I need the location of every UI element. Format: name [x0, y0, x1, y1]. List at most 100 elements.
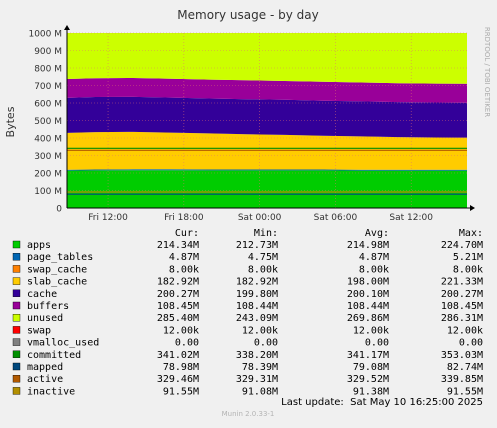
legend-series-name: vmalloc_used	[27, 338, 99, 349]
legend-max-value: 5.21M	[453, 252, 483, 263]
legend-cur-value: 200.27M	[157, 289, 199, 300]
x-tick-label: Sat 12:00	[389, 213, 433, 223]
legend-min-value: 199.80M	[236, 289, 278, 300]
legend-series-name: committed	[27, 350, 81, 361]
legend-max-value: 12.00k	[447, 325, 483, 336]
legend-swatch	[13, 290, 20, 297]
legend-swatch	[13, 375, 20, 382]
legend-max-value: 108.45M	[441, 301, 483, 312]
y-tick-label: 700 M	[34, 82, 62, 92]
legend-row: cache 200.27M 199.80M 200.10M 200.27M	[13, 289, 483, 300]
legend-swatch	[13, 351, 20, 358]
legend-avg-value: 269.86M	[347, 313, 389, 324]
legend-min-value: 91.08M	[242, 386, 278, 397]
legend-avg-value: 0.00	[365, 338, 389, 349]
legend-row: swap_cache 8.00k 8.00k 8.00k 8.00k	[13, 264, 483, 275]
x-tick-label: Sat 00:00	[238, 213, 282, 223]
legend-avg-value: 91.38M	[353, 386, 389, 397]
legend-series-name: swap_cache	[27, 264, 87, 275]
legend-cur-value: 0.00	[175, 338, 199, 349]
y-axis-arrow	[64, 25, 70, 30]
y-tick-label: 100 M	[34, 187, 62, 197]
legend-swatch	[13, 253, 20, 260]
legend-series-name: page_tables	[27, 252, 93, 263]
rrdtool-watermark: RRDTOOL / TOBI OETIKER	[483, 27, 491, 117]
area-unused	[67, 33, 467, 84]
legend-cur-value: 8.00k	[169, 264, 199, 275]
legend-avg-value: 12.00k	[353, 325, 389, 336]
legend-max-value: 8.00k	[453, 264, 483, 275]
legend-column-header: Max:	[459, 228, 483, 239]
legend-avg-value: 341.17M	[347, 350, 389, 361]
legend-swatch	[13, 278, 20, 285]
last-update: Last update: Sat May 10 16:25:00 2025	[281, 397, 483, 408]
legend-series-name: unused	[27, 313, 63, 324]
legend-series-name: apps	[27, 240, 51, 251]
legend-swatch	[13, 314, 20, 321]
legend-series-name: inactive	[27, 386, 75, 397]
y-tick-label: 800 M	[34, 65, 62, 75]
legend-max-value: 200.27M	[441, 289, 483, 300]
legend-avg-value: 198.00M	[347, 277, 389, 288]
y-tick-label: 900 M	[34, 47, 62, 57]
legend-column-header: Cur:	[175, 228, 199, 239]
legend-avg-value: 329.52M	[347, 374, 389, 385]
y-tick-label: 400 M	[34, 135, 62, 145]
x-axis-arrow	[470, 205, 475, 211]
legend-series-name: slab_cache	[27, 277, 87, 288]
legend-swatch	[13, 302, 20, 309]
legend-min-value: 12.00k	[242, 325, 278, 336]
x-tick-label: Sat 06:00	[314, 213, 358, 223]
legend-series-name: active	[27, 374, 63, 385]
legend-swatch	[13, 326, 20, 333]
legend-min-value: 4.75M	[248, 252, 278, 263]
legend-swatch	[13, 387, 20, 394]
legend-min-value: 108.44M	[236, 301, 278, 312]
legend-series-name: buffers	[27, 301, 69, 312]
legend-avg-value: 214.98M	[347, 240, 389, 251]
legend-max-value: 91.55M	[447, 386, 483, 397]
y-tick-label: 0	[56, 205, 62, 215]
legend-max-value: 224.70M	[441, 240, 483, 251]
munin-version: Munin 2.0.33-1	[222, 410, 275, 418]
legend-max-value: 353.03M	[441, 350, 483, 361]
legend-cur-value: 12.00k	[163, 325, 199, 336]
legend-avg-value: 8.00k	[359, 264, 389, 275]
legend-series-name: mapped	[27, 362, 63, 373]
legend-column-header: Min:	[254, 228, 278, 239]
legend-min-value: 338.20M	[236, 350, 278, 361]
y-tick-label: 600 M	[34, 100, 62, 110]
legend-max-value: 286.31M	[441, 313, 483, 324]
y-tick-label: 200 M	[34, 170, 62, 180]
legend-avg-value: 200.10M	[347, 289, 389, 300]
legend-cur-value: 78.98M	[163, 362, 199, 373]
legend-swatch	[13, 363, 20, 370]
legend-max-value: 0.00	[459, 338, 483, 349]
y-tick-label: 1000 M	[28, 30, 62, 40]
area-apps	[67, 170, 467, 208]
legend-min-value: 243.09M	[236, 313, 278, 324]
y-axis-label: Bytes	[4, 106, 17, 137]
legend-min-value: 212.73M	[236, 240, 278, 251]
x-tick-label: Fri 18:00	[164, 213, 204, 223]
legend-series-name: cache	[27, 289, 57, 300]
legend-min-value: 329.31M	[236, 374, 278, 385]
x-tick-label: Fri 12:00	[88, 213, 128, 223]
legend-cur-value: 182.92M	[157, 277, 199, 288]
legend-swatch	[13, 241, 20, 248]
legend-min-value: 8.00k	[248, 264, 278, 275]
y-tick-label: 300 M	[34, 152, 62, 162]
legend-cur-value: 329.46M	[157, 374, 199, 385]
legend-series-name: swap	[27, 325, 51, 336]
legend-avg-value: 79.08M	[353, 362, 389, 373]
legend-avg-value: 4.87M	[359, 252, 389, 263]
